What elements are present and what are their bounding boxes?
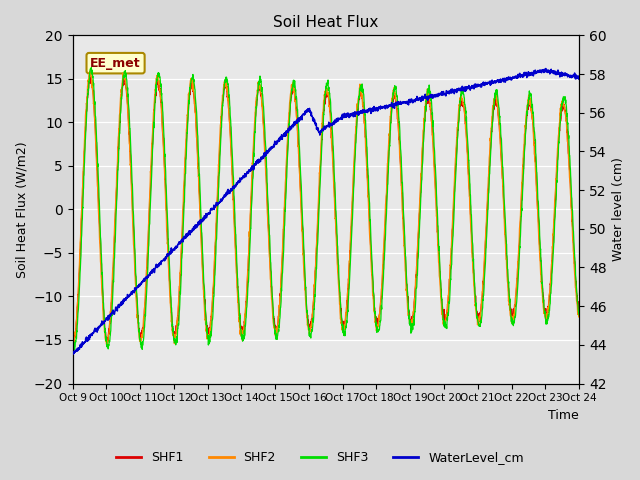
X-axis label: Time: Time <box>548 409 579 422</box>
Legend: SHF1, SHF2, SHF3, WaterLevel_cm: SHF1, SHF2, SHF3, WaterLevel_cm <box>111 446 529 469</box>
Y-axis label: Water level (cm): Water level (cm) <box>612 157 625 262</box>
Y-axis label: Soil Heat Flux (W/m2): Soil Heat Flux (W/m2) <box>15 141 28 278</box>
Text: EE_met: EE_met <box>90 57 141 70</box>
Title: Soil Heat Flux: Soil Heat Flux <box>273 15 378 30</box>
